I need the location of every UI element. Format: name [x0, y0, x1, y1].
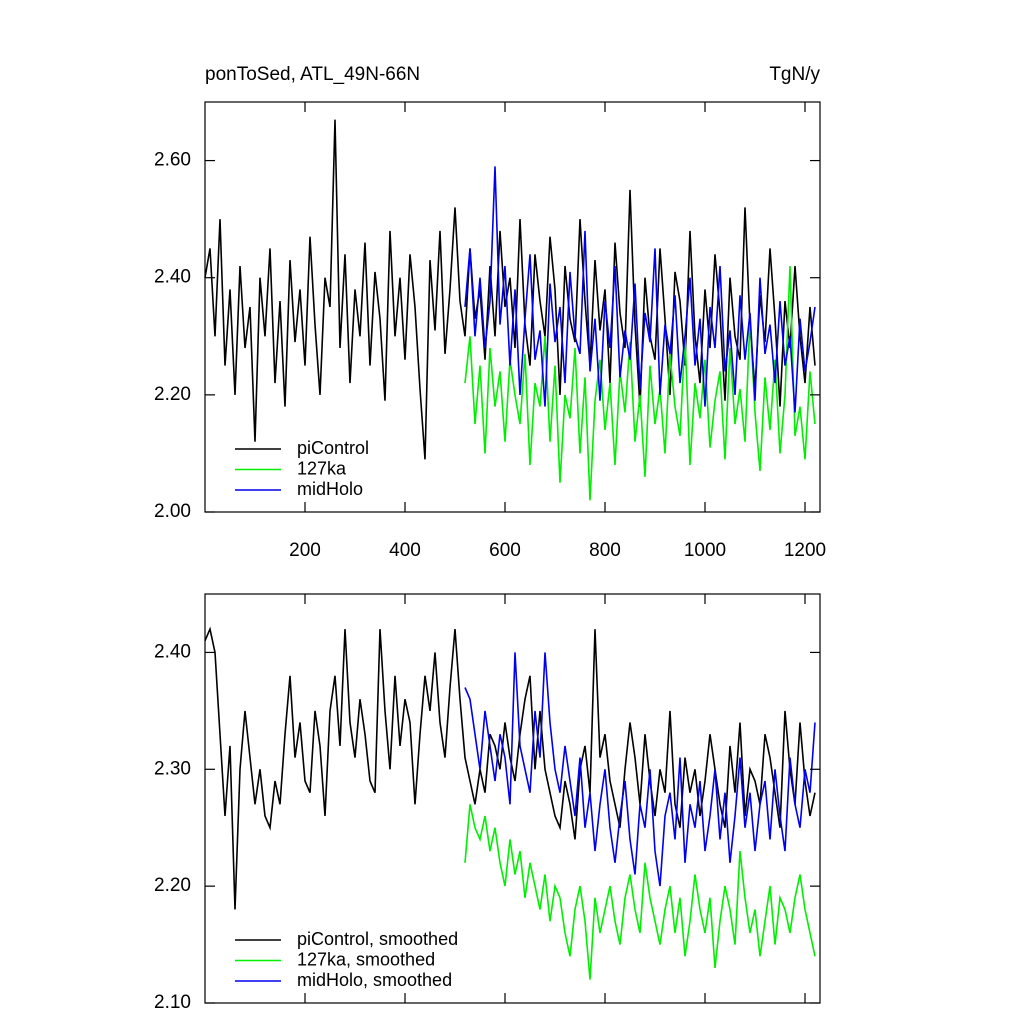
series-line	[204, 626, 816, 910]
y-tick-label: 2.60	[154, 150, 191, 171]
plot-frame	[204, 101, 821, 513]
x-tick-label: 800	[589, 540, 621, 561]
series-line	[464, 265, 816, 501]
y-tick-label: 2.20	[154, 875, 191, 896]
plot: 2.10 2.20 2.30 2.40 piControl, smoothed127ka…	[154, 593, 821, 1013]
y-tick-label: 2.40	[154, 641, 191, 662]
y-tick-label: 2.40	[154, 267, 191, 288]
y-tick-label: 2.30	[154, 758, 191, 779]
x-tick-label: 400	[389, 540, 421, 561]
chart-title: ponToSed, ATL_49N-66N	[205, 64, 420, 85]
legend-label: piControl	[297, 438, 369, 458]
x-tick-label: 1200	[784, 540, 826, 561]
legend-label: piControl, smoothed	[297, 929, 458, 949]
x-tick-label: 600	[489, 540, 521, 561]
y-tick-label: 2.10	[154, 992, 191, 1013]
y-tick-label: 2.20	[154, 384, 191, 405]
y-tick-label: 2.00	[154, 501, 191, 522]
plot-frame	[204, 593, 821, 1004]
series-line	[464, 166, 816, 413]
plot: 2.00 2.20 2.40 2.60 200 400 600 800 1000 1200 ponT…	[154, 64, 826, 561]
legend-label: midHolo	[297, 479, 363, 499]
x-tick-label: 200	[289, 540, 321, 561]
legend-label: midHolo, smoothed	[297, 970, 452, 990]
series-line	[464, 804, 816, 980]
legend-label: 127ka, smoothed	[297, 949, 435, 969]
legend-label: 127ka	[297, 458, 347, 478]
units-label: TgN/y	[769, 64, 820, 85]
x-tick-label: 1000	[684, 540, 726, 561]
series-line	[464, 652, 816, 887]
series-line	[204, 119, 816, 460]
